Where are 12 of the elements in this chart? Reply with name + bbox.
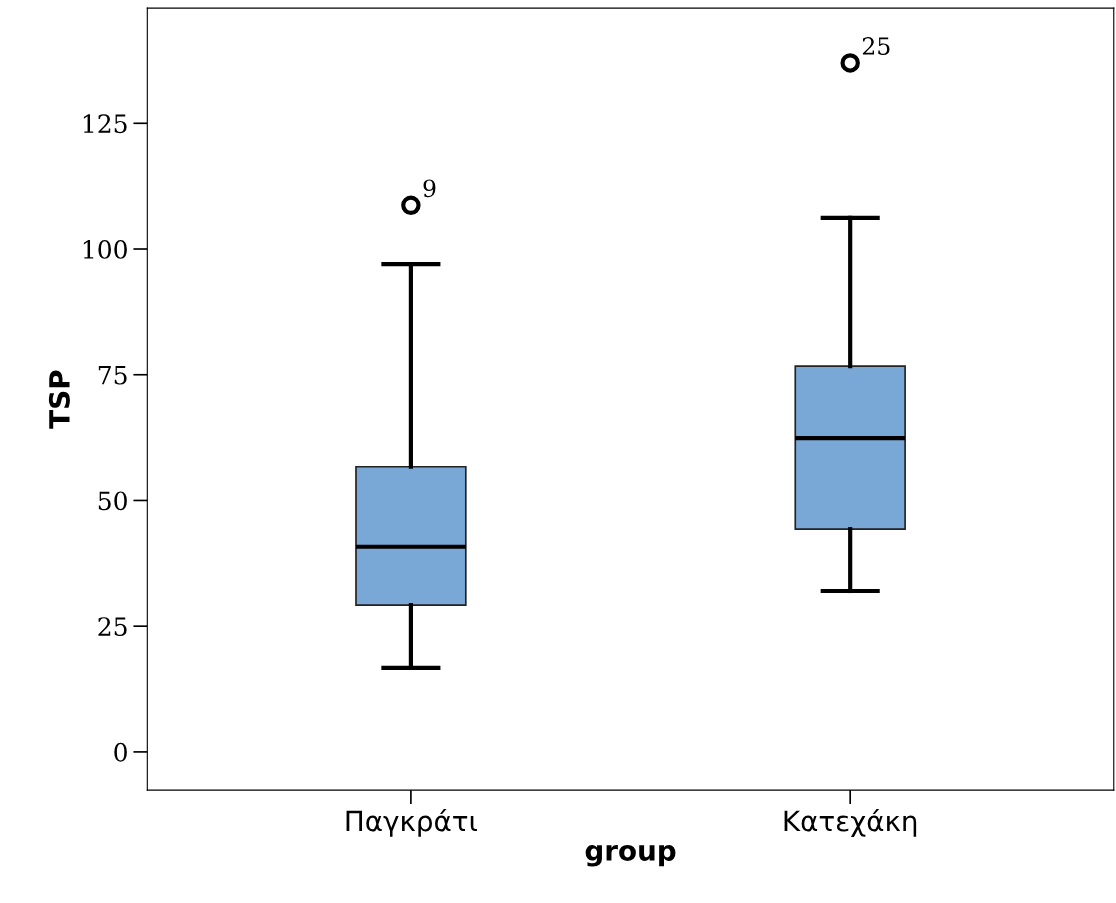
- x-tick-label: Κατεχάκη: [784, 808, 917, 837]
- x-tick-label: Παγκράτι: [346, 808, 477, 837]
- x-axis-title: group: [585, 844, 676, 867]
- y-tick-label: 50: [98, 491, 127, 511]
- y-tick-label: 100: [83, 239, 127, 259]
- y-axis-title: TSP: [48, 370, 70, 429]
- y-tick-label: 25: [98, 617, 127, 637]
- y-tick-label: 125: [83, 114, 127, 134]
- annotation: 25: [862, 37, 890, 55]
- annotation: 9: [423, 179, 436, 198]
- y-tick-label: 75: [98, 366, 127, 385]
- y-tick-label: 0: [114, 742, 127, 762]
